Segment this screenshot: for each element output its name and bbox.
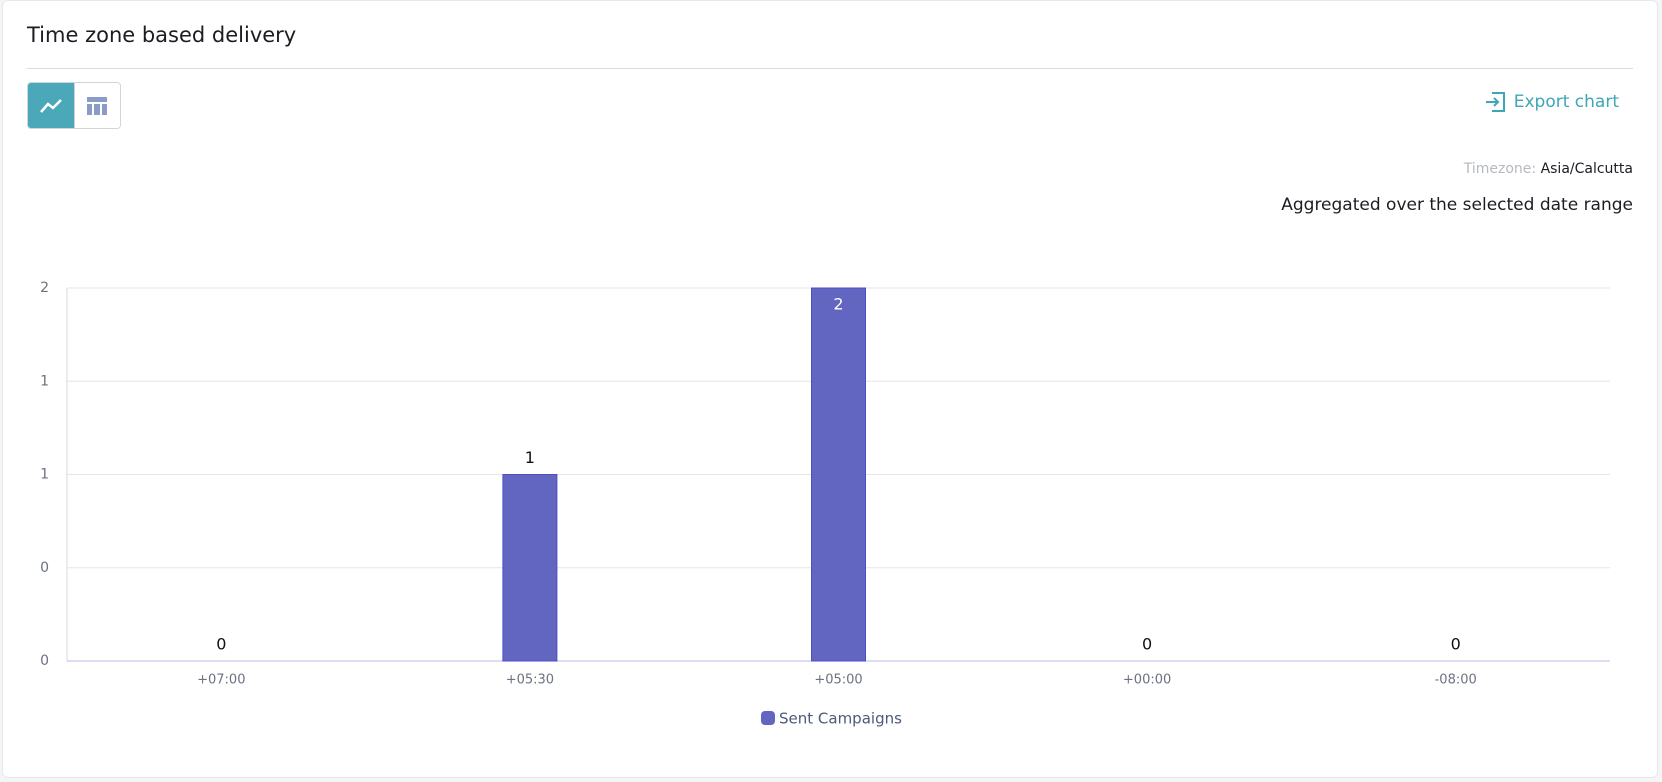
x-tick-label: +07:00 [197, 673, 245, 688]
data-label: 0 [1142, 635, 1152, 654]
timezone-value: Asia/Calcutta [1540, 161, 1633, 177]
x-tick-label: +05:30 [506, 673, 554, 688]
chart: 0 0 1 1 2 +07:00 0 +05:30 1 +05:00 2 +00:00 0 -08:00 0… [40, 280, 1610, 728]
export-icon [1485, 92, 1505, 112]
export-button[interactable]: Export chart [1484, 91, 1619, 113]
page-title: Time zone based delivery [27, 23, 297, 47]
y-tick-label: 2 [40, 280, 49, 296]
data-label: 0 [1451, 635, 1461, 654]
y-tick-label: 0 [40, 653, 49, 669]
y-tick-label: 1 [40, 373, 49, 389]
data-label: 0 [216, 635, 226, 654]
timezone-label: Timezone: [1463, 161, 1537, 177]
y-tick-label: 1 [40, 467, 49, 483]
line-view-button[interactable] [28, 83, 74, 128]
divider [27, 68, 1633, 69]
table-view-button[interactable] [73, 83, 120, 128]
x-tick-label: +05:00 [814, 673, 862, 688]
y-tick-label: 0 [40, 560, 49, 576]
x-tick-label: -08:00 [1435, 673, 1477, 688]
line-icon [39, 98, 62, 113]
timezone: Timezone: Asia/Calcutta [1464, 161, 1633, 177]
data-label: 2 [833, 295, 843, 314]
table-icon [87, 96, 108, 115]
x-tick-label: +00:00 [1123, 673, 1171, 688]
legend-swatch [761, 711, 775, 725]
data-label: 1 [525, 448, 535, 467]
bar [502, 474, 558, 662]
export-label: Export chart [1513, 92, 1619, 112]
legend-label: Sent Campaigns [779, 710, 902, 728]
view-toggle [27, 82, 121, 129]
range-note: Aggregated over the selected date range [1281, 195, 1633, 215]
bar [811, 287, 866, 662]
